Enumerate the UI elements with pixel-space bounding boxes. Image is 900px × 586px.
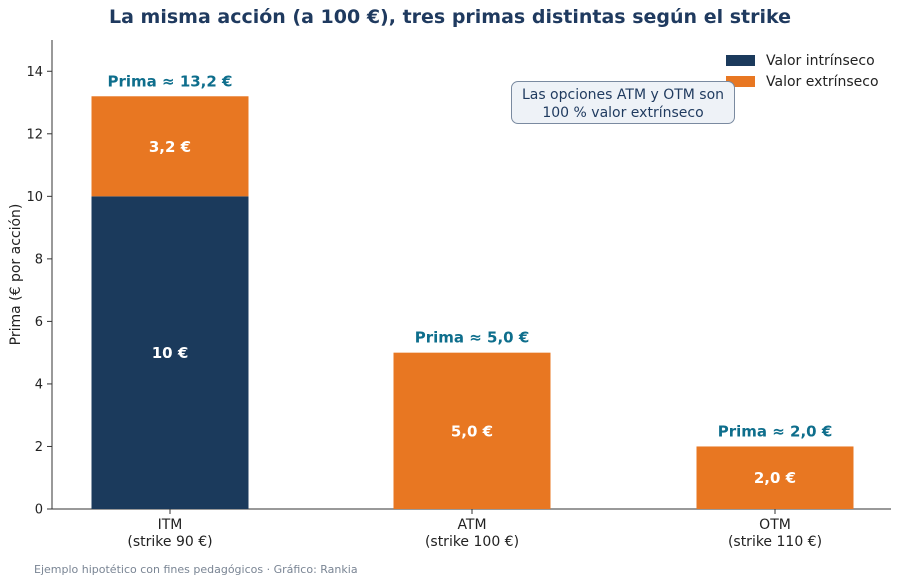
total-premium-label: Prima ≈ 13,2 € xyxy=(108,72,233,90)
x-tick-label: ATM xyxy=(457,517,486,533)
annotation-box: Las opciones ATM y OTM son 100 % valor e… xyxy=(511,81,735,124)
total-premium-label: Prima ≈ 2,0 € xyxy=(718,422,833,440)
chart-title: La misma acción (a 100 €), tres primas d… xyxy=(108,6,791,28)
annotation-line-2: 100 % valor extrínseco xyxy=(542,105,704,121)
footer-note: Ejemplo hipotético con fines pedagógicos… xyxy=(34,563,358,576)
x-tick-sublabel: (strike 90 €) xyxy=(127,534,212,550)
total-premium-label: Prima ≈ 5,0 € xyxy=(415,329,530,347)
y-tick-label: 10 xyxy=(26,190,43,205)
x-tick-sublabel: (strike 100 €) xyxy=(425,534,519,550)
bar-extrinsic-itm xyxy=(91,96,249,197)
y-tick-label: 4 xyxy=(35,377,43,392)
x-tick-sublabel: (strike 110 €) xyxy=(728,534,822,550)
x-tick-label: ITM xyxy=(158,517,183,533)
y-axis-label: Prima (€ por acción) xyxy=(8,204,24,346)
bar-intrinsic-itm xyxy=(91,196,249,510)
legend-swatch-extrinsic xyxy=(726,76,755,87)
y-tick-label: 6 xyxy=(35,315,43,330)
y-tick-label: 14 xyxy=(26,65,43,80)
y-tick-label: 8 xyxy=(35,252,43,267)
bar-value-label: 3,2 € xyxy=(149,138,191,156)
legend-label-extrinsic: Valor extrínseco xyxy=(766,73,879,90)
legend-swatch-intrinsic xyxy=(726,55,755,66)
bar-value-label: 10 € xyxy=(152,344,189,362)
bar-value-label: 2,0 € xyxy=(754,469,796,487)
x-tick-label: OTM xyxy=(759,517,791,533)
y-tick-label: 0 xyxy=(35,503,43,518)
legend-label-intrinsic: Valor intrínseco xyxy=(766,52,875,69)
legend: Valor intrínseco Valor extrínseco xyxy=(726,50,879,92)
y-tick-label: 12 xyxy=(26,127,43,142)
y-tick-label: 2 xyxy=(35,440,43,455)
bar-value-label: 5,0 € xyxy=(451,422,493,440)
legend-item-intrinsic: Valor intrínseco xyxy=(726,50,879,71)
bar-extrinsic-atm xyxy=(393,352,551,509)
bar-extrinsic-otm xyxy=(696,446,854,509)
legend-item-extrinsic: Valor extrínseco xyxy=(726,71,879,92)
annotation-line-1: Las opciones ATM y OTM son xyxy=(521,87,725,103)
